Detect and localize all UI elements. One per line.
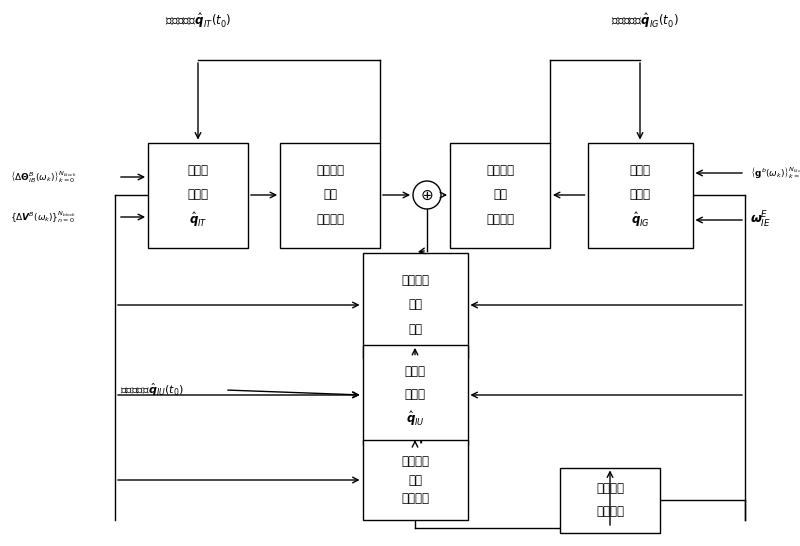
Text: $\hat{\boldsymbol{q}}_{IU}$: $\hat{\boldsymbol{q}}_{IU}$ [406, 409, 425, 428]
Text: 重力速度: 重力速度 [486, 213, 514, 226]
Text: 在频域内: 在频域内 [401, 455, 429, 468]
Text: 频域形式的$\hat{\boldsymbol{q}}_{IG}(t_0)$: 频域形式的$\hat{\boldsymbol{q}}_{IG}(t_0)$ [611, 11, 679, 30]
Text: $\left\{\Delta\boldsymbol{V}^{B}(\omega_k)\right\}_{n=0}^{N_{block}}$: $\left\{\Delta\boldsymbol{V}^{B}(\omega_… [10, 209, 76, 225]
Text: $\hat{\boldsymbol{q}}_{IT}$: $\hat{\boldsymbol{q}}_{IT}$ [189, 210, 207, 229]
Bar [362, 345, 467, 445]
Text: 在频域内: 在频域内 [316, 164, 344, 177]
Text: 频域形式的$\hat{\boldsymbol{q}}_{IU}(t_0)$: 频域形式的$\hat{\boldsymbol{q}}_{IU}(t_0)$ [120, 382, 184, 398]
Text: 频域形式的$\hat{\boldsymbol{q}}_{IT}(t_0)$: 频域形式的$\hat{\boldsymbol{q}}_{IT}(t_0)$ [165, 11, 231, 30]
Bar [148, 143, 248, 247]
Text: 在频域: 在频域 [187, 164, 209, 177]
Text: 求取: 求取 [408, 299, 422, 312]
Text: 地速: 地速 [408, 323, 422, 336]
Bar [587, 143, 693, 247]
Text: $\boldsymbol{\omega}_{IE}^{E}$: $\boldsymbol{\omega}_{IE}^{E}$ [750, 210, 771, 230]
Bar [280, 143, 380, 247]
Text: $\left\{\mathbf{g}^{b}(\omega_k)\right\}_{k=0}^{N_{block}}$: $\left\{\mathbf{g}^{b}(\omega_k)\right\}… [750, 165, 800, 181]
Text: 在频域内: 在频域内 [401, 274, 429, 287]
Bar [362, 252, 467, 358]
Text: 求取: 求取 [408, 473, 422, 486]
Text: 计算重力: 计算重力 [596, 505, 624, 518]
Bar [362, 440, 467, 520]
Bar [450, 143, 550, 247]
Text: 内求解: 内求解 [405, 389, 426, 401]
Text: $\left\{\Delta\boldsymbol{\Theta}_{IB}^{B}(\omega_k)\right\}_{k=0}^{N_{block}}$: $\left\{\Delta\boldsymbol{\Theta}_{IB}^{… [10, 169, 77, 185]
Text: 在频域内: 在频域内 [596, 482, 624, 495]
Text: 在频域: 在频域 [405, 365, 426, 378]
Bar [560, 467, 660, 532]
Text: 引力速度: 引力速度 [316, 213, 344, 226]
Text: $\cdot$: $\cdot$ [417, 433, 423, 452]
Text: $\hat{\boldsymbol{q}}_{IG}$: $\hat{\boldsymbol{q}}_{IG}$ [630, 210, 650, 229]
Text: 在频域: 在频域 [630, 164, 650, 177]
Text: 求取: 求取 [323, 188, 337, 201]
Text: 内求解: 内求解 [187, 188, 209, 201]
Text: 求取: 求取 [493, 188, 507, 201]
Text: 在频域内: 在频域内 [486, 164, 514, 177]
Text: $\oplus$: $\oplus$ [420, 187, 434, 203]
Text: 内求解: 内求解 [630, 188, 650, 201]
Text: 位置向量: 位置向量 [401, 492, 429, 505]
